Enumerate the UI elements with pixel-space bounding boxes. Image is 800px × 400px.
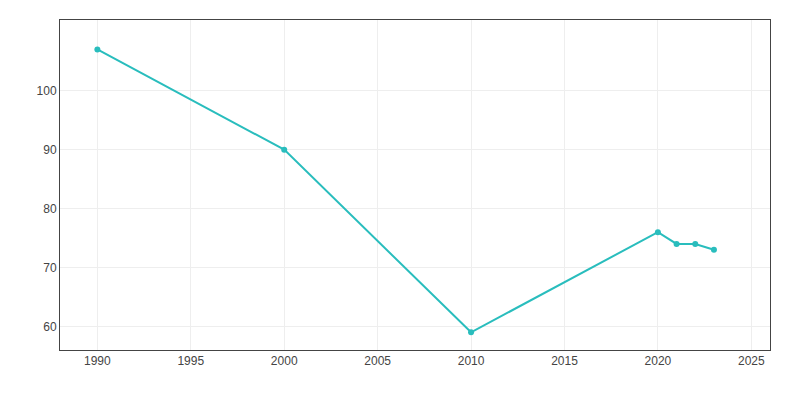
svg-text:1995: 1995: [177, 354, 204, 368]
svg-text:2000: 2000: [271, 354, 298, 368]
svg-text:80: 80: [43, 202, 57, 216]
svg-text:1990: 1990: [84, 354, 111, 368]
svg-text:2025: 2025: [738, 354, 765, 368]
svg-text:60: 60: [43, 320, 57, 334]
svg-text:2005: 2005: [364, 354, 391, 368]
svg-text:90: 90: [43, 143, 57, 157]
svg-text:2020: 2020: [645, 354, 672, 368]
svg-text:2010: 2010: [458, 354, 485, 368]
svg-text:2015: 2015: [551, 354, 578, 368]
svg-text:70: 70: [43, 261, 57, 275]
svg-text:100: 100: [37, 84, 57, 98]
